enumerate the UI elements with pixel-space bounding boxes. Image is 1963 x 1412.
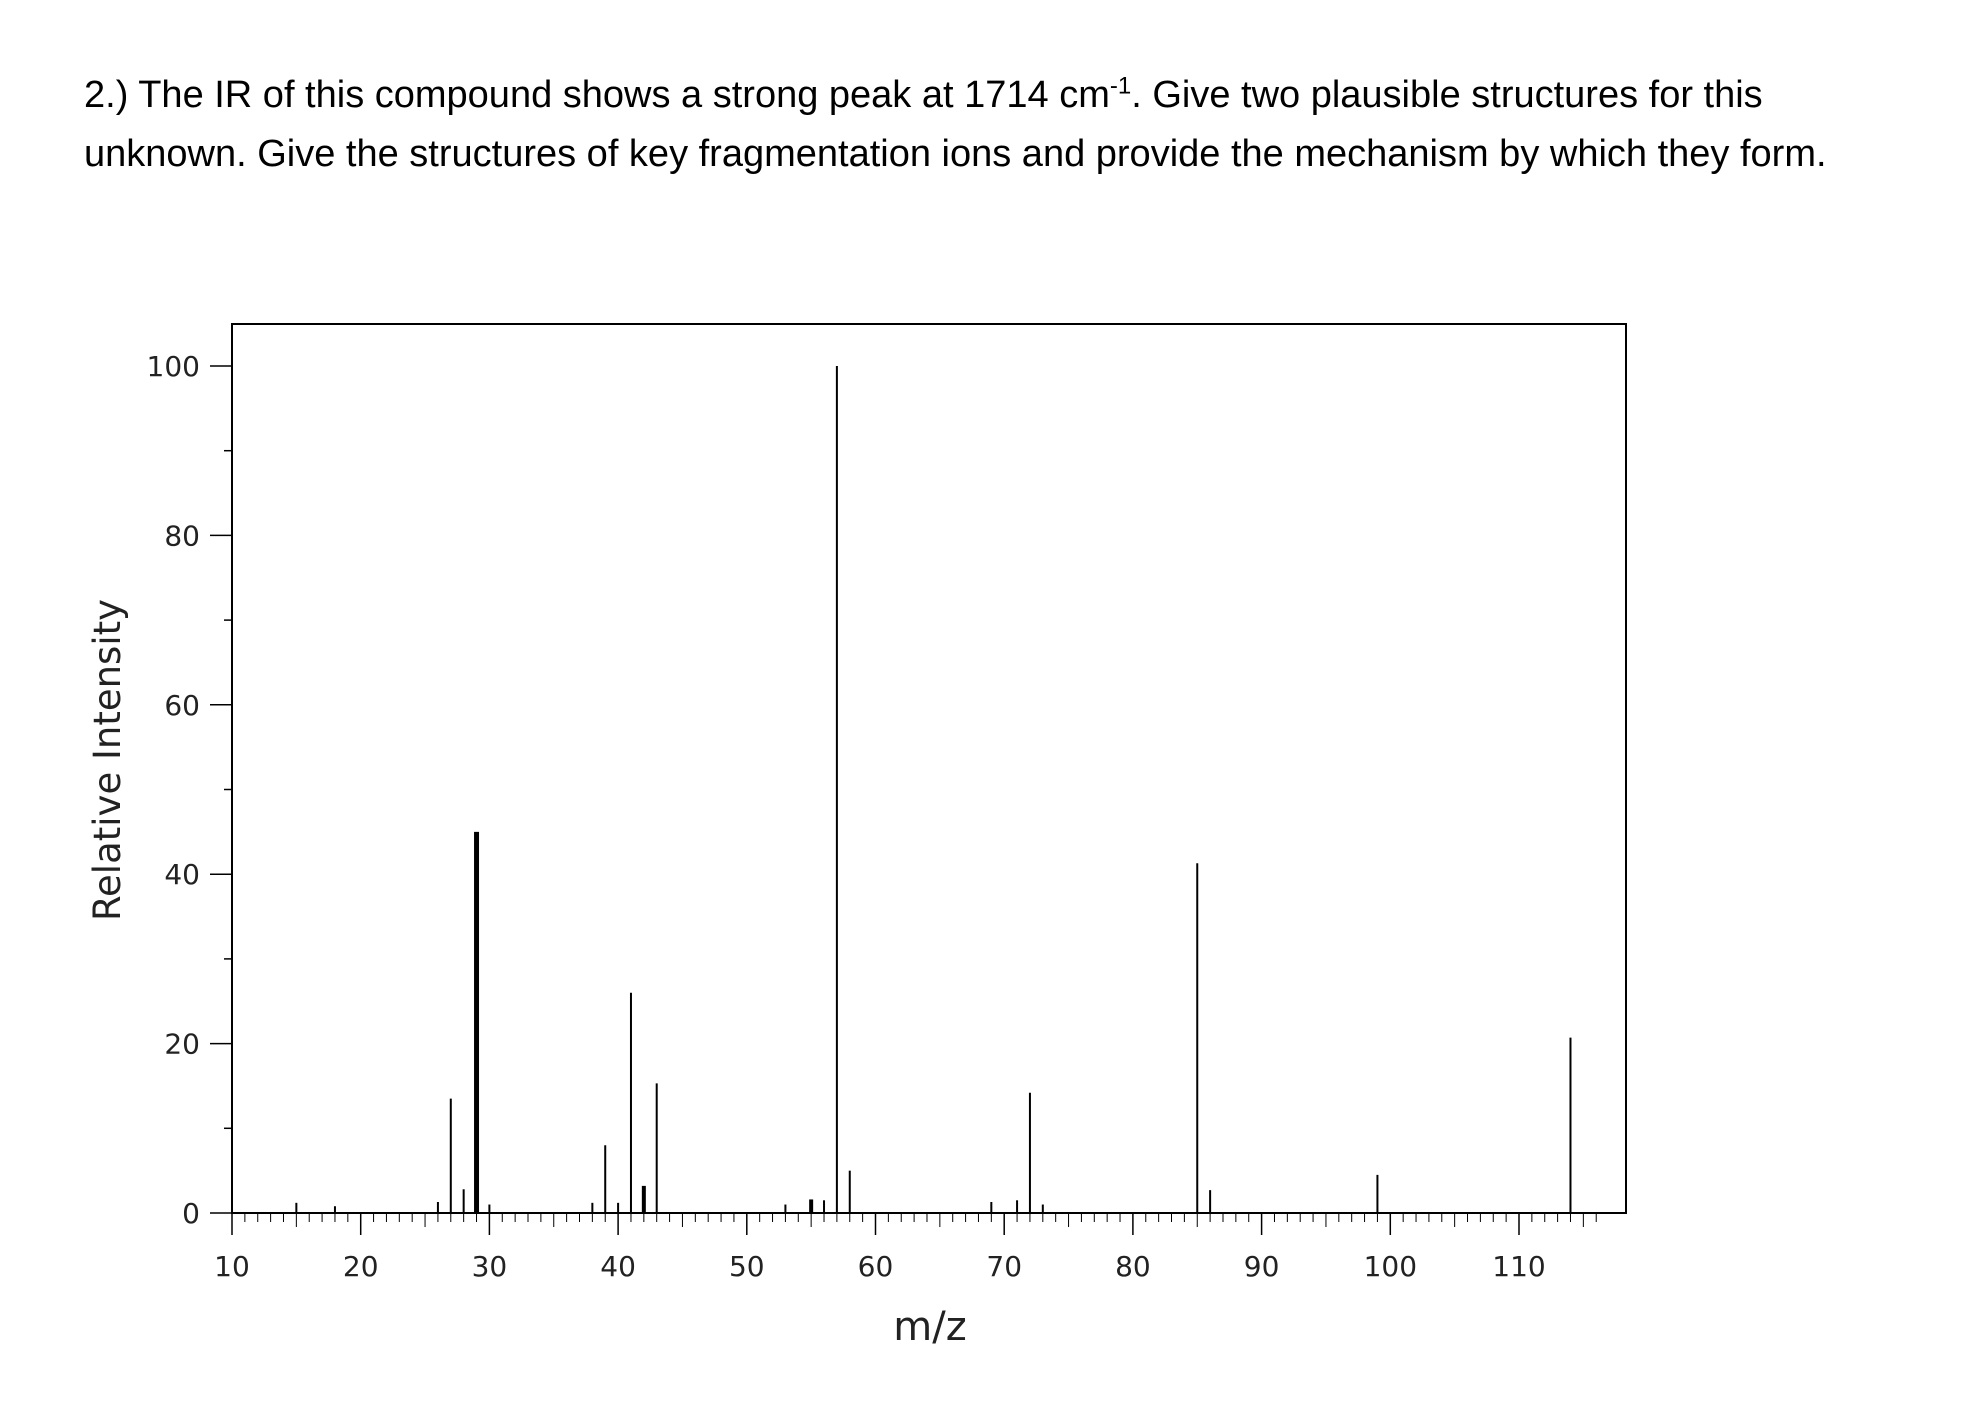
question-text: 2.) The IR of this compound shows a stro… xyxy=(84,66,1924,184)
x-axis-ticks: 10 20 30 40 50 60 70 80 90 100 110 xyxy=(214,1213,1546,1283)
plot-frame xyxy=(231,323,1627,1214)
y-axis-label: Relative Intensity xyxy=(86,599,129,921)
y-tick-label: 0 xyxy=(182,1197,200,1230)
y-tick-label: 80 xyxy=(164,519,200,552)
x-tick-label: 20 xyxy=(343,1250,379,1283)
y-axis-ticks: 0 20 40 60 80 100 xyxy=(147,350,232,1230)
question-text-part1: 2.) The IR of this compound shows a stro… xyxy=(84,74,1110,116)
x-tick-label: 70 xyxy=(986,1250,1022,1283)
x-tick-label: 10 xyxy=(214,1250,250,1283)
y-tick-label: 40 xyxy=(164,858,200,891)
y-tick-label: 60 xyxy=(164,689,200,722)
x-tick-label: 90 xyxy=(1244,1250,1280,1283)
x-tick-label: 100 xyxy=(1364,1250,1417,1283)
peaks xyxy=(295,366,1572,1213)
x-tick-label: 40 xyxy=(600,1250,636,1283)
x-tick-label: 110 xyxy=(1492,1250,1545,1283)
x-tick-label: 60 xyxy=(858,1250,894,1283)
y-tick-label: 100 xyxy=(147,350,200,383)
x-tick-label: 30 xyxy=(472,1250,508,1283)
x-tick-label: 80 xyxy=(1115,1250,1151,1283)
x-axis-label: m/z xyxy=(893,1304,966,1350)
minor-ticks xyxy=(244,1213,1597,1227)
y-tick-label: 20 xyxy=(164,1028,200,1061)
question-text-part2: . Give two plausible structures for this… xyxy=(84,74,1827,175)
x-tick-label: 50 xyxy=(729,1250,765,1283)
question-superscript: -1 xyxy=(1109,72,1132,100)
